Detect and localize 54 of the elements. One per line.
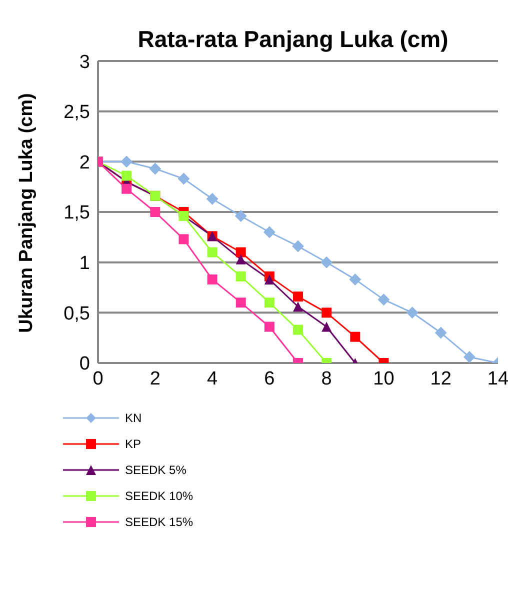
point <box>322 308 332 318</box>
chart-title: Rata-rata Panjang Luka (cm) <box>136 26 450 53</box>
point <box>293 292 303 302</box>
y-tick-label: 1 <box>79 253 90 274</box>
point <box>434 326 447 339</box>
legend-label: SEEDK 5% <box>125 463 186 477</box>
point <box>206 192 218 205</box>
legend-label: KN <box>125 411 142 425</box>
y-tick-label: 0 <box>79 354 90 375</box>
point <box>378 294 390 306</box>
x-tick-label: 4 <box>206 368 218 390</box>
x-tick-label: 0 <box>92 368 104 390</box>
point <box>207 274 218 284</box>
legend-label: SEEDK 15% <box>125 515 194 529</box>
point <box>264 322 274 332</box>
x-tick-label: 12 <box>430 368 452 390</box>
point <box>322 322 332 332</box>
point <box>264 274 274 284</box>
point <box>236 298 246 308</box>
point <box>292 240 304 252</box>
legend-label: KP <box>125 437 142 451</box>
point <box>293 302 303 312</box>
point <box>122 170 132 181</box>
y-tick-label: 3 <box>79 52 90 73</box>
point <box>178 234 189 244</box>
point <box>150 207 160 217</box>
x-tick-label: 8 <box>321 368 332 390</box>
y-tick-label: 1,5 <box>64 202 90 224</box>
point <box>236 254 246 264</box>
point <box>236 271 246 282</box>
point <box>463 350 476 363</box>
point <box>207 247 218 258</box>
point <box>120 156 133 168</box>
point <box>406 306 418 319</box>
point <box>236 247 246 258</box>
point <box>293 324 303 335</box>
point <box>234 210 247 222</box>
point <box>349 273 362 286</box>
point <box>350 332 360 342</box>
legend-label: SEEDK 10% <box>125 489 194 503</box>
y-axis-title: Ukuran Panjang Luka (cm) <box>16 93 38 333</box>
point <box>320 256 333 268</box>
y-tick-label: 0,5 <box>64 303 90 324</box>
point <box>263 226 276 238</box>
point <box>264 298 274 308</box>
x-tick-label: 2 <box>150 368 160 390</box>
point <box>122 184 132 194</box>
point <box>178 172 190 185</box>
point <box>149 162 162 175</box>
x-tick-label: 6 <box>264 368 275 390</box>
y-tick-label: 2 <box>79 152 90 174</box>
x-tick-label: 10 <box>373 368 394 390</box>
y-tick-label: 2,5 <box>64 102 90 124</box>
x-tick-label: 14 <box>487 368 509 390</box>
